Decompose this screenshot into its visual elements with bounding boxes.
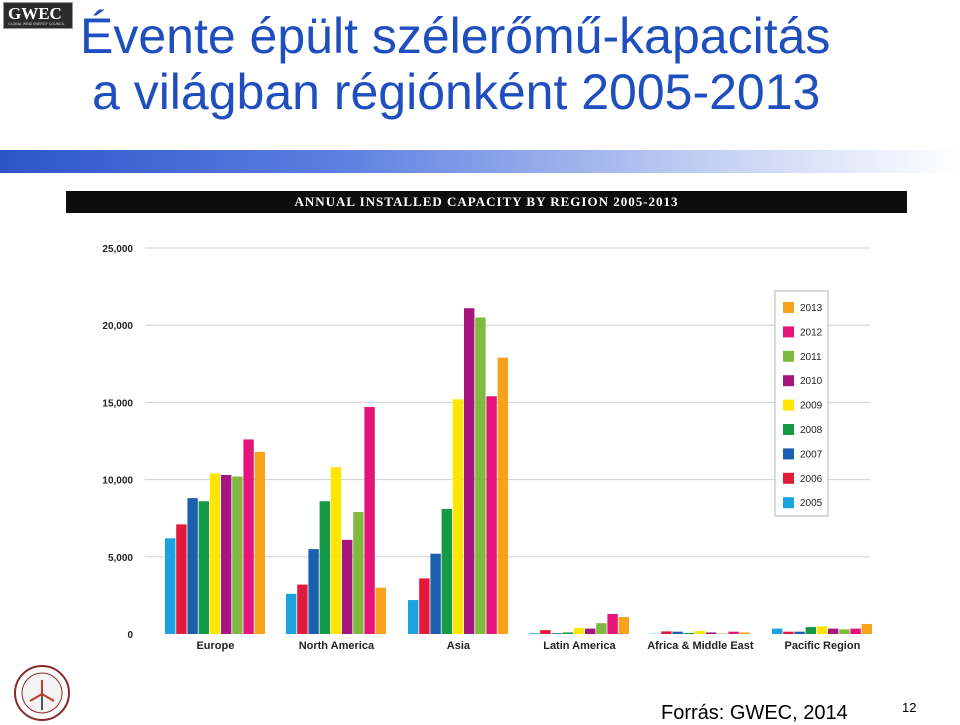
legend-swatch-2013 bbox=[783, 302, 794, 313]
bar-2013 bbox=[861, 623, 872, 634]
page-number: 12 bbox=[902, 700, 917, 715]
title-rule bbox=[0, 150, 960, 173]
bar-2005 bbox=[772, 628, 783, 634]
bar-2010 bbox=[828, 628, 839, 634]
y-tick-label: 0 bbox=[127, 630, 133, 641]
bar-2006 bbox=[176, 524, 187, 634]
bar-2007 bbox=[794, 631, 805, 634]
legend-label-2005: 2005 bbox=[800, 498, 823, 509]
bar-2007 bbox=[672, 631, 683, 634]
bar-2011 bbox=[353, 512, 364, 634]
category-label: Asia bbox=[447, 640, 471, 652]
bar-2013 bbox=[254, 451, 265, 634]
legend-swatch-2008 bbox=[783, 424, 794, 435]
legend-label-2007: 2007 bbox=[800, 449, 823, 460]
category-label: Africa & Middle East bbox=[647, 640, 754, 652]
bar-2012 bbox=[364, 407, 375, 634]
chart-title: ANNUAL INSTALLED CAPACITY BY REGION 2005… bbox=[294, 194, 679, 209]
y-tick-label: 5,000 bbox=[108, 553, 133, 564]
bar-2012 bbox=[728, 631, 739, 634]
title-line-1: Évente épült szélerőmű-kapacitás bbox=[80, 8, 831, 64]
bar-2008 bbox=[198, 501, 209, 634]
legend-label-2011: 2011 bbox=[800, 352, 822, 363]
bar-2008 bbox=[683, 632, 694, 634]
bar-2010 bbox=[464, 308, 475, 634]
legend-swatch-2006 bbox=[783, 472, 794, 484]
gwec-logo: GWEC GLOBAL WIND ENERGY COUNCIL bbox=[3, 2, 73, 29]
bar-2008 bbox=[319, 501, 330, 634]
bar-2009 bbox=[330, 467, 342, 634]
legend-label-2013: 2013 bbox=[800, 303, 823, 314]
bar-2013 bbox=[618, 617, 629, 634]
bar-2009 bbox=[573, 627, 585, 634]
bar-2005 bbox=[286, 593, 297, 634]
chart-title-banner: ANNUAL INSTALLED CAPACITY BY REGION 2005… bbox=[66, 191, 907, 213]
legend-swatch-2009 bbox=[783, 399, 794, 411]
category-label: Pacific Region bbox=[785, 640, 861, 652]
category-label: Europe bbox=[196, 640, 234, 652]
bar-2007 bbox=[308, 549, 319, 634]
bar-2007 bbox=[430, 553, 441, 634]
legend-label-2010: 2010 bbox=[800, 376, 823, 387]
bar-2013 bbox=[497, 357, 508, 634]
bar-2005 bbox=[165, 538, 176, 634]
bar-2012 bbox=[850, 628, 861, 634]
legend-label-2012: 2012 bbox=[800, 327, 823, 338]
bar-2013 bbox=[375, 587, 386, 634]
legend-label-2006: 2006 bbox=[800, 474, 823, 485]
bar-2010 bbox=[342, 539, 353, 634]
bar-2010 bbox=[221, 474, 232, 634]
y-tick-label: 25,000 bbox=[102, 244, 133, 255]
legend-swatch-2012 bbox=[783, 326, 794, 338]
bar-2007 bbox=[551, 633, 562, 634]
legend-label-2009: 2009 bbox=[800, 401, 823, 412]
bar-2010 bbox=[706, 632, 717, 634]
bar-2008 bbox=[441, 508, 452, 634]
y-tick-label: 10,000 bbox=[102, 476, 133, 487]
bar-2006 bbox=[297, 584, 308, 634]
bar-2009 bbox=[816, 626, 828, 634]
bar-2011 bbox=[596, 623, 607, 634]
bar-2006 bbox=[540, 630, 551, 634]
slide-title: Évente épült szélerőmű-kapacitás a világ… bbox=[80, 8, 830, 120]
bar-2011 bbox=[232, 476, 243, 634]
logo-text: GWEC bbox=[8, 4, 62, 23]
logo-subtext: GLOBAL WIND ENERGY COUNCIL bbox=[8, 22, 65, 26]
source-note: Forrás: GWEC, 2014 bbox=[661, 702, 848, 724]
bar-2008 bbox=[562, 632, 573, 634]
bar-2007 bbox=[187, 498, 198, 634]
legend-swatch-2005 bbox=[783, 497, 794, 509]
bar-2006 bbox=[419, 578, 430, 634]
bar-2009 bbox=[209, 473, 221, 634]
bar-2008 bbox=[805, 627, 816, 634]
bar-2005 bbox=[529, 633, 540, 634]
bar-2011 bbox=[475, 317, 486, 634]
bar-2012 bbox=[486, 396, 497, 634]
y-tick-label: 15,000 bbox=[102, 398, 133, 409]
bar-2013 bbox=[739, 632, 750, 634]
category-label: North America bbox=[299, 640, 375, 652]
legend-swatch-2010 bbox=[783, 375, 794, 387]
y-tick-label: 20,000 bbox=[102, 321, 133, 332]
bar-2006 bbox=[783, 631, 794, 634]
title-line-2: a világban régiónként 2005-2013 bbox=[92, 64, 821, 120]
legend-swatch-2011 bbox=[783, 350, 794, 362]
bar-2012 bbox=[243, 439, 254, 634]
bar-2012 bbox=[607, 613, 618, 634]
bar-2005 bbox=[408, 600, 419, 634]
bar-2010 bbox=[585, 628, 596, 634]
bar-2011 bbox=[839, 629, 850, 634]
legend-swatch-2007 bbox=[783, 448, 794, 460]
legend-label-2008: 2008 bbox=[800, 425, 823, 436]
category-label: Latin America bbox=[543, 640, 616, 652]
association-seal-logo bbox=[14, 665, 70, 721]
bar-2009 bbox=[452, 399, 464, 634]
bar-2009 bbox=[694, 630, 706, 634]
bar-2006 bbox=[661, 631, 672, 634]
